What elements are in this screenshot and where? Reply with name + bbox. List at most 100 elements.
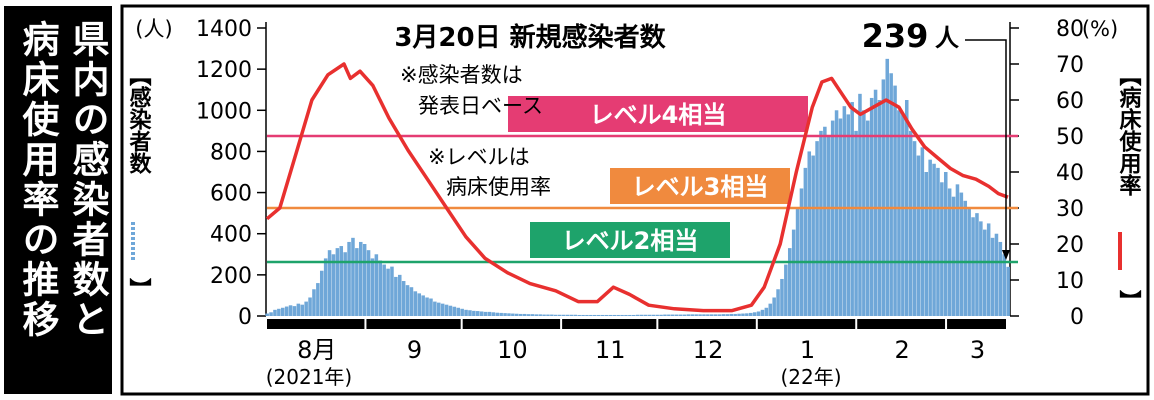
- case-bar: [698, 314, 702, 316]
- case-bar: [760, 309, 765, 316]
- case-bar: [791, 229, 796, 316]
- case-bar: [366, 250, 371, 316]
- case-bar: [979, 221, 983, 316]
- month-label: 10: [497, 336, 528, 364]
- case-bar: [308, 297, 312, 316]
- case-bar: [865, 120, 870, 316]
- note-cases-1: ※感染者数は: [400, 63, 523, 87]
- case-bar: [436, 302, 441, 316]
- month-label: 9: [407, 336, 422, 364]
- case-bar: [553, 314, 558, 316]
- case-bar: [608, 314, 613, 316]
- case-bar: [475, 311, 480, 316]
- case-bar: [745, 313, 749, 316]
- case-bar: [386, 268, 390, 316]
- case-bar: [733, 313, 737, 316]
- case-bar: [971, 217, 975, 316]
- case-bar: [589, 314, 593, 316]
- case-bar: [737, 313, 741, 316]
- case-bar: [421, 295, 425, 316]
- right-tick-label: 40: [1056, 161, 1084, 186]
- case-bar: [717, 314, 722, 316]
- level-label: レベル2相当: [562, 227, 699, 255]
- case-bar: [678, 314, 683, 316]
- case-bar: [304, 301, 308, 316]
- left-tick-label: 1000: [196, 99, 252, 124]
- left-tick-label: 1200: [196, 58, 252, 83]
- month-band: [757, 319, 856, 329]
- case-bar: [830, 120, 835, 316]
- case-bar: [351, 237, 355, 316]
- case-bar: [838, 118, 843, 316]
- side-title: 県内の感染者数と 病床使用率の推移: [4, 6, 112, 394]
- case-bar: [982, 229, 987, 316]
- case-bar: [819, 130, 823, 316]
- case-bar: [741, 313, 745, 316]
- case-bar: [936, 167, 940, 316]
- case-bar: [335, 248, 340, 316]
- month-label: 1: [800, 336, 815, 364]
- case-bar: [994, 233, 999, 316]
- case-bar: [495, 312, 500, 316]
- case-bar: [358, 241, 363, 316]
- case-bar: [912, 141, 917, 316]
- case-bar: [300, 304, 305, 316]
- left-tick-label: 1400: [196, 17, 252, 42]
- case-bar: [670, 314, 675, 316]
- case-bar: [280, 307, 285, 316]
- case-bar: [277, 308, 281, 316]
- case-bar: [643, 314, 648, 316]
- case-bar: [440, 303, 445, 316]
- case-bar: [355, 248, 359, 316]
- level-label-box: [508, 96, 808, 132]
- case-bar: [550, 314, 554, 316]
- note-level-2: 病床使用率: [446, 175, 551, 199]
- left-tick-label: 0: [238, 305, 252, 330]
- left-tick-label: 400: [210, 223, 252, 248]
- case-bar: [858, 93, 862, 316]
- case-bar: [862, 110, 866, 317]
- case-bar: [573, 314, 578, 316]
- case-bar: [959, 192, 964, 316]
- right-tick-label: 80: [1056, 17, 1084, 42]
- case-bar: [452, 306, 457, 316]
- left-tick-label: 800: [210, 140, 252, 165]
- case-bar: [764, 307, 769, 316]
- chart-frame: [120, 4, 1150, 396]
- case-bar: [748, 312, 753, 316]
- case-bar: [655, 314, 659, 316]
- case-bar: [639, 314, 644, 316]
- note-cases-2: 発表日ベース: [418, 94, 543, 118]
- case-bar: [487, 311, 492, 316]
- case-bar: [940, 182, 944, 316]
- case-bar: [756, 311, 761, 316]
- case-bar: [479, 311, 484, 316]
- case-bar: [464, 309, 468, 316]
- case-bar: [686, 314, 691, 316]
- case-bar: [674, 314, 679, 316]
- case-bar: [577, 314, 581, 316]
- case-bar: [659, 314, 663, 316]
- headline-value: 239: [862, 17, 929, 55]
- case-bar: [784, 264, 788, 316]
- headline-pointer-arrow: [1002, 250, 1010, 260]
- case-bar: [378, 260, 383, 316]
- case-bar: [362, 244, 367, 316]
- case-bar: [990, 237, 995, 316]
- case-bar: [425, 297, 429, 316]
- case-bar: [628, 314, 632, 316]
- case-bar: [780, 278, 784, 316]
- case-bar: [631, 314, 636, 316]
- level-label-box: [530, 222, 730, 258]
- year-label-2021: (2021年): [266, 365, 353, 389]
- case-bar: [772, 297, 776, 316]
- right-axis-label: 【病床使用率: [1116, 64, 1143, 196]
- case-bar: [651, 314, 656, 316]
- month-label: 3: [970, 336, 985, 364]
- case-bar: [721, 314, 726, 316]
- month-label: 2: [895, 336, 910, 364]
- case-bar: [897, 110, 901, 317]
- month-band: [462, 319, 561, 329]
- case-bar: [319, 270, 324, 316]
- case-bar: [569, 314, 574, 316]
